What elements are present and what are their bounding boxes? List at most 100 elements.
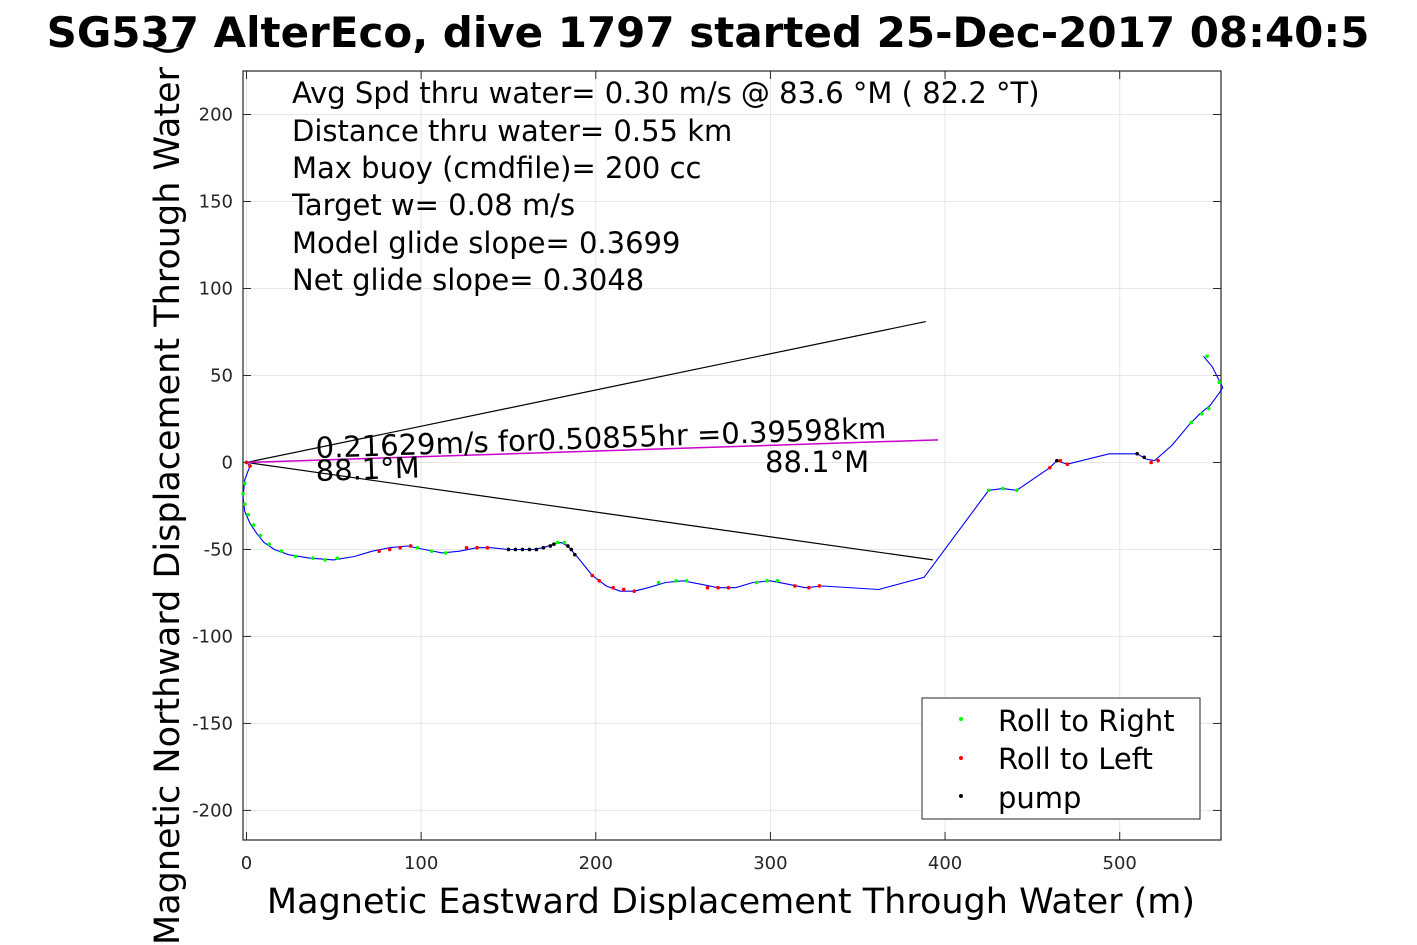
x-tick-label: 200: [579, 853, 613, 874]
y-tick-label: 0: [222, 452, 233, 473]
point-pump: [1135, 451, 1139, 456]
point-roll-to-right: [267, 542, 271, 547]
point-pump: [534, 547, 539, 552]
x-tick-label: 300: [753, 853, 787, 874]
point-pump: [1055, 458, 1059, 463]
series-roll-to-left: [244, 458, 1160, 594]
grid: [243, 71, 1221, 840]
stat-distance: Distance thru water= 0.55 km: [292, 114, 732, 148]
x-tick-label: 400: [928, 853, 962, 874]
point-roll-to-right: [279, 549, 284, 553]
point-roll-to-right: [241, 491, 245, 496]
x-axis-label: Magnetic Eastward Displacement Through W…: [267, 882, 1195, 922]
y-axis-label: Magnetic Northward Displacement Through …: [148, 42, 188, 945]
y-tick-label: -150: [192, 713, 233, 734]
stat-avg-speed: Avg Spd thru water= 0.30 m/s @ 83.6 °M (…: [292, 76, 1040, 110]
point-pump: [541, 545, 546, 550]
y-tick-label: 50: [210, 365, 233, 386]
point-roll-to-right: [555, 540, 560, 545]
point-roll-to-right: [674, 578, 678, 583]
legend-swatch-roll-right: [959, 717, 963, 721]
dive-track-line: [242, 355, 1224, 592]
point-roll-to-left: [597, 578, 602, 583]
legend-swatch-roll-left: [959, 756, 963, 760]
y-tick-label: -100: [192, 626, 233, 647]
point-roll-to-right: [335, 556, 340, 560]
point-roll-to-right: [311, 556, 315, 560]
point-roll-to-right: [1205, 354, 1209, 359]
y-tick-label: -200: [192, 800, 233, 821]
current-vector-line: [246, 439, 939, 464]
point-roll-to-left: [244, 460, 249, 465]
point-roll-to-right: [415, 545, 420, 550]
point-roll-to-left: [632, 589, 636, 594]
point-roll-to-right: [562, 540, 567, 545]
point-roll-to-right: [242, 502, 247, 507]
point-roll-to-right: [765, 578, 769, 583]
point-roll-to-left: [248, 464, 252, 468]
point-roll-to-right: [1189, 420, 1194, 425]
reference-lines: [246, 320, 939, 561]
cone-line-upper: [246, 320, 926, 464]
point-pump: [548, 544, 553, 548]
stats-block: Avg Spd thru water= 0.30 m/s @ 83.6 °M (…: [291, 76, 1040, 297]
point-roll-to-right: [293, 554, 298, 559]
point-roll-to-right: [1206, 406, 1211, 411]
point-roll-to-left: [408, 544, 413, 548]
legend-label-roll-right: Roll to Right: [998, 704, 1175, 738]
point-roll-to-right: [1014, 488, 1019, 493]
legend-box: [921, 697, 1201, 820]
point-roll-to-right: [775, 578, 780, 583]
point-roll-to-left: [485, 545, 490, 550]
point-pump: [566, 544, 570, 548]
point-roll-to-left: [387, 547, 392, 552]
series-roll-to-right: [241, 354, 1222, 585]
legend-label-roll-left: Roll to Left: [998, 742, 1153, 776]
point-roll-to-right: [443, 551, 448, 555]
heading-start-label: 88.1°M: [315, 450, 420, 488]
point-roll-to-left: [464, 545, 469, 550]
point-pump: [1142, 455, 1146, 460]
point-roll-to-left: [1156, 458, 1160, 463]
point-roll-to-left: [1065, 462, 1070, 466]
point-pump: [569, 547, 574, 552]
point-roll-to-right: [429, 549, 434, 553]
point-roll-to-right: [1000, 486, 1005, 491]
point-roll-to-right: [1199, 411, 1204, 416]
point-roll-to-left: [398, 545, 402, 550]
plot-frame: [242, 70, 1222, 841]
point-roll-to-left: [475, 545, 479, 550]
stat-model-glide-slope: Model glide slope= 0.3699: [292, 226, 680, 260]
legend: Roll to Right Roll to Left pump: [921, 697, 1201, 820]
stat-net-glide-slope: Net glide slope= 0.3048: [292, 263, 644, 297]
point-roll-to-right: [251, 523, 256, 527]
point-roll-to-left: [793, 584, 797, 588]
point-pump: [520, 547, 525, 552]
series-pump: [506, 451, 1146, 557]
point-roll-to-left: [1048, 465, 1052, 470]
stat-max-buoy: Max buoy (cmdfile)= 200 cc: [292, 151, 701, 185]
chart-title: SG537 AlterEco, dive 1797 started 25-Dec…: [47, 8, 1370, 57]
point-roll-to-left: [621, 587, 626, 592]
legend-label-pump: pump: [998, 781, 1081, 815]
cone-line-lower: [246, 461, 933, 561]
legend-swatch-pump: [959, 794, 963, 798]
y-tick-label: 150: [199, 191, 233, 212]
point-roll-to-right: [242, 481, 247, 486]
stat-target-w: Target w= 0.08 m/s: [291, 188, 575, 222]
points-layer: [241, 354, 1222, 594]
tick-marks: [243, 71, 1221, 840]
point-roll-to-left: [590, 573, 595, 578]
point-roll-to-right: [1217, 380, 1222, 385]
point-pump: [506, 547, 511, 552]
point-roll-to-left: [817, 584, 822, 588]
point-roll-to-left: [1058, 458, 1063, 463]
y-tick-label: 200: [199, 104, 233, 125]
point-roll-to-left: [1149, 460, 1153, 465]
tick-labels: 0 100 200 300 400 500 -200 -150 -100 -50 0 50 100 150…: [192, 104, 1137, 874]
point-pump: [513, 547, 518, 552]
y-tick-label: 100: [199, 278, 233, 299]
point-roll-to-right: [986, 488, 991, 493]
point-roll-to-left: [377, 549, 382, 553]
